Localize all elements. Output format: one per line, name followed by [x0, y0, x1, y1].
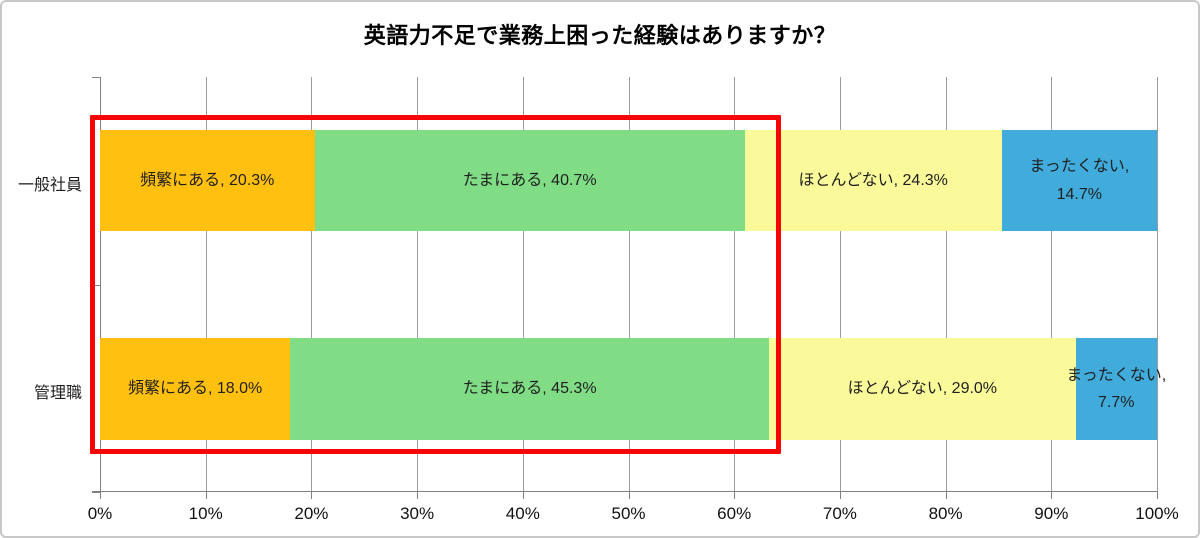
bar-segment-管理職-ほとんどない: ほとんどない, 29.0%	[769, 338, 1076, 440]
x-tickmark-40%	[522, 492, 524, 499]
bar-segment-一般社員-頻繁にある: 頻繁にある, 20.3%	[100, 130, 315, 231]
segment-label: たまにある, 45.3%	[462, 380, 597, 398]
segment-label: ほとんどない, 29.0%	[847, 380, 998, 398]
x-axis-label-40%: 40%	[505, 504, 540, 523]
segment-label: まったくない, 7.7%	[1066, 366, 1167, 411]
x-axis-line	[92, 491, 1157, 492]
x-tickmark-80%	[945, 492, 947, 499]
y-axis-tick-1	[92, 285, 100, 286]
gridline-90%	[1051, 77, 1053, 492]
x-axis-label-80%: 80%	[928, 504, 963, 523]
x-tickmark-70%	[839, 492, 841, 499]
segment-label: まったくない, 14.7%	[1029, 158, 1130, 203]
bar-一般社員: 頻繁にある, 20.3% たまにある, 40.7% ほとんどない, 24.3% まった…	[100, 130, 1157, 231]
x-tickmark-0%	[100, 492, 101, 499]
segment-label: ほとんどない, 24.3%	[798, 171, 948, 189]
x-axis-label-70%: 70%	[822, 504, 857, 523]
bar-segment-管理職-まったくない: まったくない, 7.7%	[1066, 338, 1166, 440]
x-tickmark-60%	[734, 492, 736, 499]
bar-segment-一般社員-まったくない: まったくない, 14.7%	[1001, 130, 1157, 231]
x-tickmark-50%	[628, 492, 630, 499]
gridline-50%	[628, 77, 630, 492]
x-tickmark-90%	[1051, 492, 1053, 499]
bar-segment-管理職-たまにある: たまにある, 45.3%	[290, 338, 770, 440]
x-tickmark-20%	[311, 492, 313, 499]
segment-label: 頻繁にある, 18.0%	[127, 380, 263, 398]
category-label-管理職: 管理職	[33, 385, 82, 402]
category-label-一般社員: 一般社員	[17, 177, 82, 194]
x-axis-label-100%: 100%	[1135, 504, 1179, 523]
x-axis-label-90%: 90%	[1034, 504, 1069, 523]
x-tickmark-100%	[1157, 492, 1158, 499]
bar-segment-一般社員-ほとんどない: ほとんどない, 24.3%	[744, 130, 1002, 231]
gridline-70%	[839, 77, 841, 492]
gridline-100%	[1157, 77, 1158, 492]
x-axis-label-60%: 60%	[717, 504, 752, 523]
y-axis-tick-0	[92, 77, 100, 78]
plot-area: 頻繁にある, 20.3% たまにある, 40.7% ほとんどない, 24.3% まった…	[92, 77, 1166, 499]
x-axis-label-0%: 0%	[87, 504, 113, 523]
gridline-30%	[417, 77, 419, 492]
segment-label: たまにある, 40.7%	[462, 171, 597, 189]
gridline-20%	[311, 77, 313, 492]
x-axis-label-10%: 10%	[188, 504, 223, 523]
x-axis-label-20%: 20%	[294, 504, 329, 523]
chart-title: 英語力不足で業務上困った経験はありますか？	[363, 23, 837, 48]
x-tickmark-10%	[205, 492, 207, 499]
x-tickmark-30%	[417, 492, 419, 499]
gridline-80%	[945, 77, 947, 492]
bar-segment-管理職-頻繁にある: 頻繁にある, 18.0%	[100, 338, 291, 440]
gridline-60%	[734, 77, 736, 492]
bar-管理職: 頻繁にある, 18.0% たまにある, 45.3% ほとんどない, 29.0% まった…	[100, 338, 1166, 440]
y-axis-tick-2	[92, 492, 100, 493]
y-axis-line	[100, 77, 101, 492]
gridline-10%	[205, 77, 207, 492]
bar-segment-一般社員-たまにある: たまにある, 40.7%	[314, 130, 745, 231]
gridline-40%	[522, 77, 524, 492]
x-axis-label-30%: 30%	[400, 504, 435, 523]
segment-label: 頻繁にある, 20.3%	[140, 171, 275, 189]
x-axis-label-50%: 50%	[611, 504, 646, 523]
